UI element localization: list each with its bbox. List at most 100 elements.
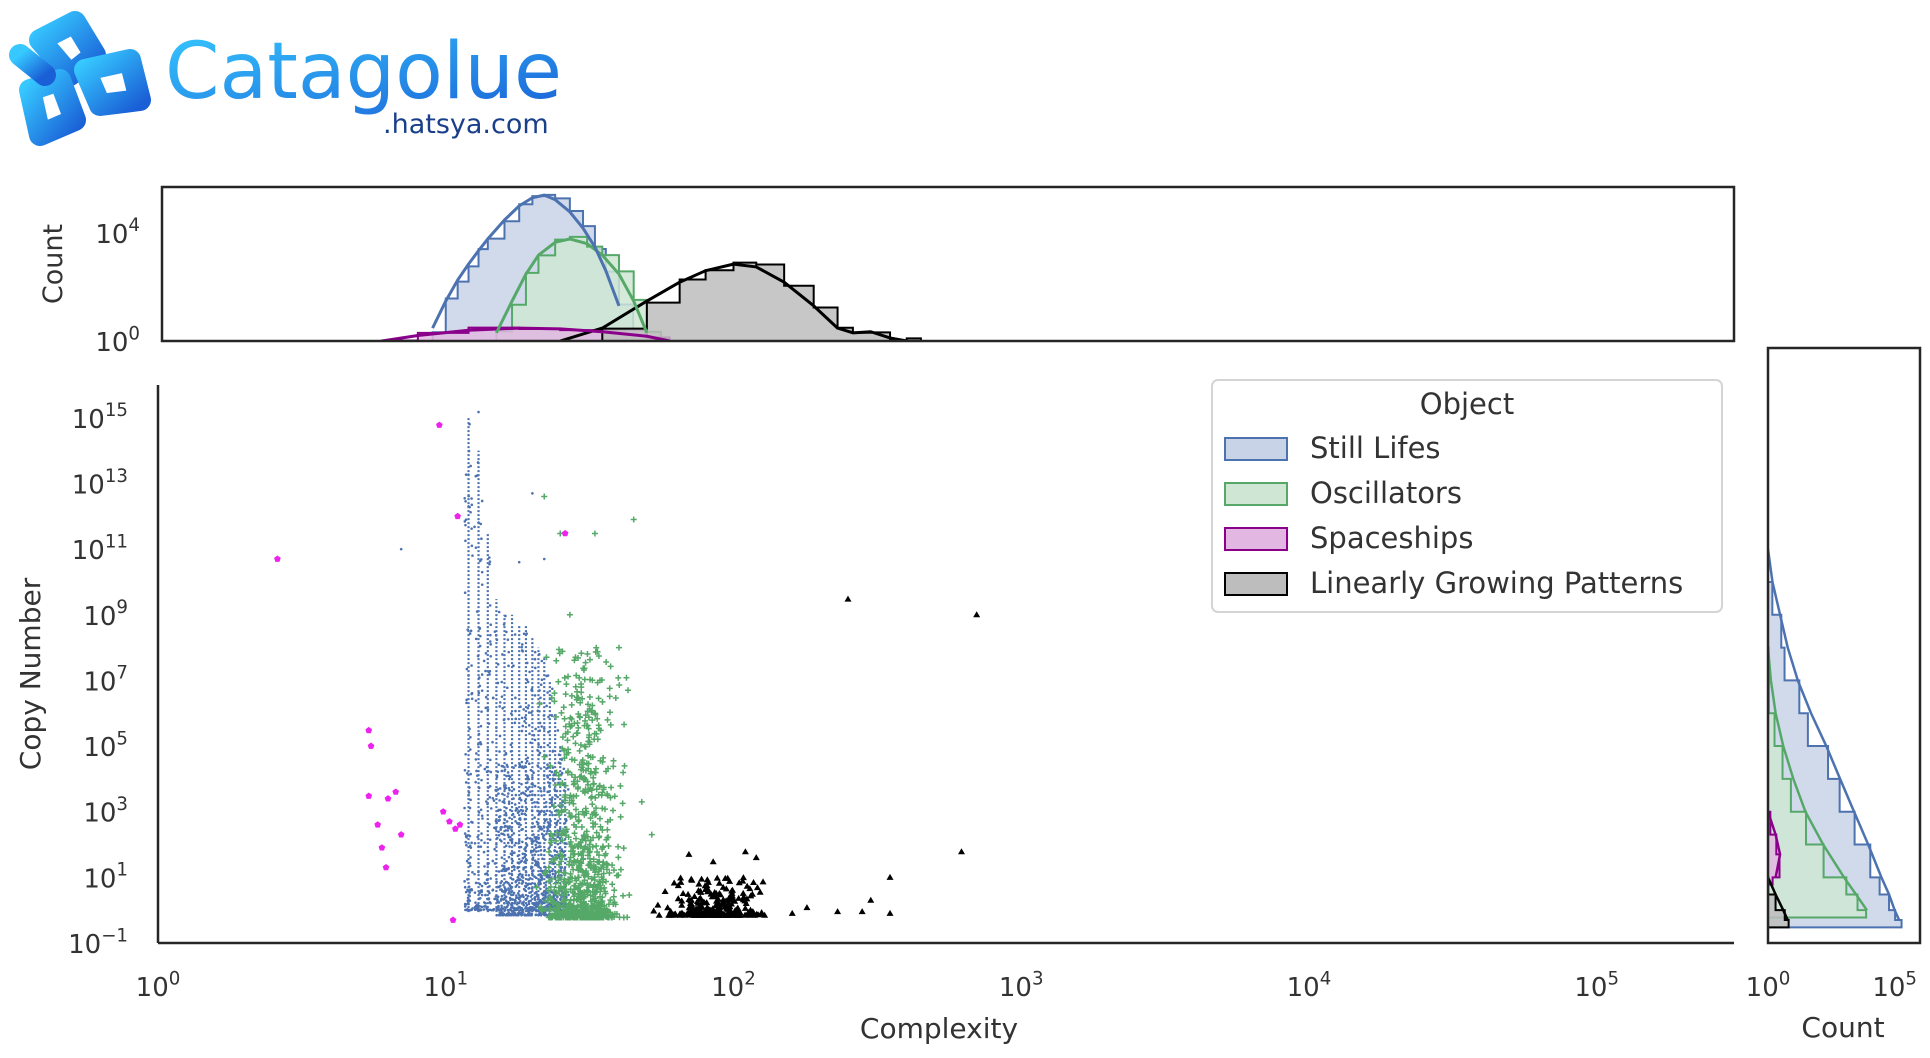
point-still-life (512, 664, 515, 667)
point-still-life (480, 832, 483, 835)
series-spaceships (274, 421, 569, 923)
point-still-life (515, 907, 519, 910)
point-linear-growth (803, 904, 811, 911)
point-still-life (471, 554, 474, 557)
point-linear-growth (745, 911, 753, 918)
point-still-life (505, 859, 508, 863)
point-oscillator (594, 736, 601, 743)
point-oscillator (575, 710, 582, 717)
point-still-life (512, 864, 515, 868)
point-still-life (508, 808, 512, 812)
point-oscillator (589, 677, 596, 684)
point-still-life (531, 856, 535, 859)
point-oscillator (594, 715, 601, 722)
point-oscillator (580, 856, 587, 863)
point-still-life (517, 842, 520, 845)
point-still-life (534, 905, 538, 909)
point-oscillator (582, 835, 589, 842)
point-oscillator (609, 807, 616, 814)
point-still-life (463, 880, 466, 883)
point-oscillator (599, 843, 606, 850)
point-still-life (495, 638, 499, 642)
catagolue-logo[interactable]: Catagolue .hatsya.com (0, 0, 600, 165)
point-oscillator (610, 757, 617, 764)
point-oscillator (579, 880, 586, 887)
point-oscillator (549, 832, 556, 839)
legend-entry-label: Still Lifes (1310, 431, 1441, 465)
point-still-life (523, 719, 526, 723)
y-tick-label: 10−1 (68, 925, 128, 960)
point-still-life (503, 896, 506, 900)
point-still-life (547, 903, 550, 906)
point-still-life (539, 810, 543, 814)
point-still-life (487, 722, 491, 725)
y-axis-label: Copy Number (14, 577, 47, 770)
point-oscillator (621, 721, 628, 728)
point-spaceship (367, 742, 375, 749)
point-still-life (520, 716, 524, 720)
point-still-life (504, 899, 508, 903)
point-still-life (509, 908, 513, 912)
point-oscillator (576, 910, 583, 917)
point-still-life (511, 898, 515, 901)
point-still-life (480, 537, 483, 541)
point-oscillator (599, 827, 606, 834)
point-still-life (482, 850, 486, 854)
point-still-life (511, 878, 515, 881)
point-still-life (469, 735, 472, 739)
point-still-life (540, 892, 544, 896)
point-linear-growth (735, 879, 743, 886)
point-still-life (476, 908, 480, 912)
point-still-life (532, 849, 535, 853)
point-still-life (544, 884, 548, 887)
point-oscillator (573, 835, 580, 842)
point-still-life (509, 835, 512, 839)
point-still-life (471, 821, 474, 824)
point-oscillator (594, 858, 601, 865)
point-still-life (507, 901, 511, 905)
point-still-life (484, 651, 488, 655)
point-still-life (533, 863, 537, 867)
point-still-life (469, 798, 472, 802)
point-still-life (476, 774, 479, 777)
point-still-life (523, 716, 527, 719)
point-still-life (467, 885, 471, 888)
top-marginal-frame (160, 185, 1736, 343)
point-still-life (468, 899, 472, 902)
point-still-life (480, 499, 484, 503)
point-oscillator (579, 757, 586, 764)
point-still-life (467, 494, 470, 498)
point-still-life (483, 904, 487, 908)
point-oscillator (572, 683, 579, 690)
point-still-life (483, 767, 487, 771)
point-oscillator (567, 723, 574, 730)
point-still-life (560, 848, 564, 851)
point-oscillator (572, 813, 579, 820)
point-still-life (534, 805, 537, 809)
point-still-life (565, 818, 568, 822)
point-oscillator (574, 903, 581, 910)
point-still-life (560, 758, 564, 761)
point-still-life (530, 798, 533, 802)
point-oscillator (555, 678, 562, 685)
point-oscillator (547, 884, 554, 891)
point-linear-growth (739, 877, 747, 884)
point-still-life (543, 848, 547, 852)
point-still-life (559, 866, 563, 869)
point-still-life (530, 825, 534, 829)
point-oscillator (589, 717, 596, 724)
point-still-life (500, 904, 503, 908)
point-oscillator (575, 784, 582, 791)
top-kde-linearly-growing-patterns (559, 262, 907, 341)
point-oscillator (573, 694, 580, 701)
point-oscillator (588, 875, 595, 882)
point-oscillator (592, 765, 599, 772)
point-linear-growth (709, 858, 717, 865)
point-still-life (492, 799, 496, 802)
point-still-life (530, 867, 533, 870)
point-oscillator (607, 897, 614, 904)
point-still-life (533, 694, 537, 697)
point-still-life (502, 718, 506, 722)
point-linear-growth (704, 886, 712, 893)
point-still-life (553, 875, 557, 879)
